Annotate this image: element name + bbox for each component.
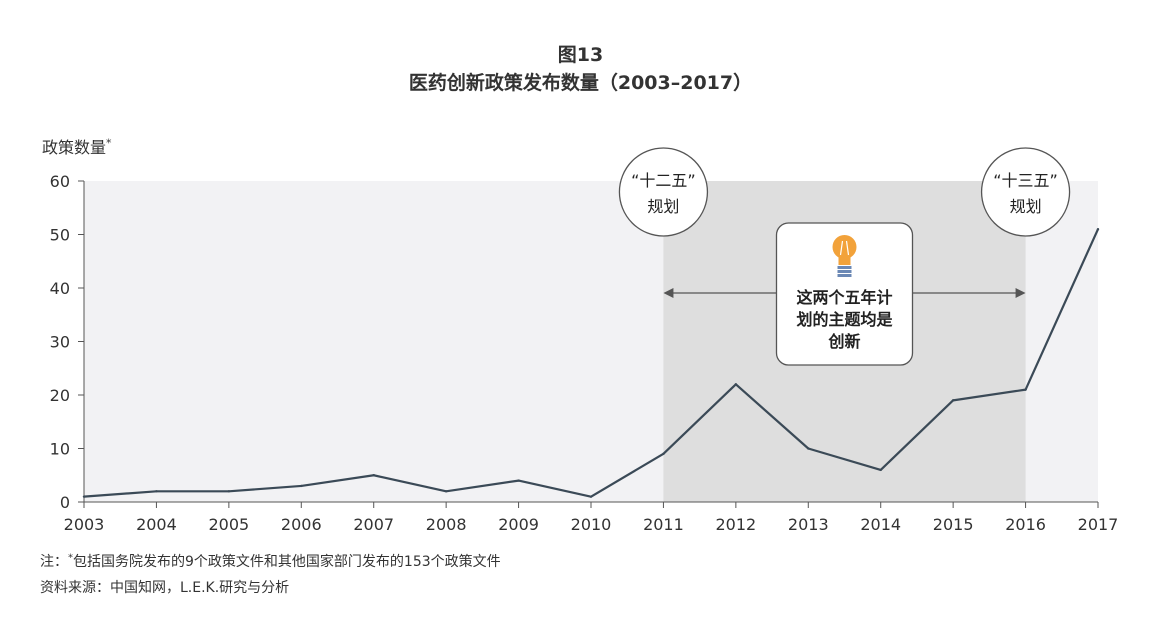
footnote: 注：*包括国务院发布的9个政策文件和其他国家部门发布的153个政策文件 — [40, 551, 501, 571]
bulb-neck — [838, 255, 851, 265]
y-tick-label: 40 — [50, 279, 70, 298]
x-tick-label: 2005 — [208, 515, 249, 534]
y-axis-label: 政策数量* — [42, 134, 112, 158]
x-tick-label: 2009 — [498, 515, 539, 534]
x-tick-label: 2006 — [281, 515, 322, 534]
footnote-prefix: 注： — [40, 554, 68, 570]
y-axis-label-mark: * — [106, 136, 112, 150]
plan-badge: “十三五” 规划 — [980, 147, 1071, 237]
plan-badge-line2: 规划 — [1010, 197, 1042, 216]
callout-line: 划的主题均是 — [796, 310, 892, 329]
data-point — [879, 468, 882, 472]
data-point — [372, 474, 375, 477]
data-point — [517, 479, 520, 482]
y-tick-label: 10 — [50, 440, 70, 459]
plan-badge-line1: “十三五” — [993, 171, 1058, 190]
x-tick-label: 2011 — [643, 515, 684, 534]
callout-line: 创新 — [827, 332, 860, 351]
x-tick-label: 2003 — [64, 515, 105, 534]
bulb-base-ring — [837, 274, 852, 277]
data-point — [444, 490, 448, 493]
bulb-base-ring — [837, 266, 852, 269]
source-note: 资料来源：中国知网，L.E.K.研究与分析 — [40, 580, 290, 596]
arrow-head-right — [1015, 288, 1026, 298]
x-tick-label: 2014 — [860, 515, 901, 534]
lightbulb-icon — [832, 235, 857, 277]
y-axis-label-text: 政策数量 — [42, 138, 107, 157]
data-point — [1024, 388, 1027, 391]
plan-badge-circle — [618, 147, 709, 237]
data-point — [734, 383, 738, 386]
data-point — [1096, 227, 1100, 231]
callout-frame — [775, 222, 914, 366]
data-point — [82, 495, 86, 498]
bulb-base-ring — [837, 270, 852, 273]
background-bands — [84, 181, 1098, 502]
plan-badge: “十二五” 规划 — [618, 147, 709, 237]
y-tick-label: 50 — [50, 226, 70, 245]
x-axis: 2003 2004 2005 2006 2007 2008 2009 2010 2011 2012… — [64, 501, 1119, 534]
bulb-filament — [839, 240, 850, 256]
callout-line: 这两个五年计 — [796, 288, 892, 307]
y-tick-label: 0 — [60, 493, 70, 512]
footnote-mark: * — [68, 552, 73, 564]
figure-title: 医药创新政策发布数量（2003–2017） — [408, 72, 753, 94]
data-point — [662, 452, 665, 456]
plan-badge-line1: “十二五” — [631, 171, 696, 190]
plan-badges: “十二五” 规划 “十三五” 规划 — [618, 147, 1071, 237]
data-point — [951, 399, 955, 402]
x-tick-label: 2017 — [1078, 515, 1119, 534]
y-axis: 0 10 20 30 40 50 60 — [50, 172, 85, 512]
bulb-globe — [832, 235, 857, 259]
x-tick-label: 2013 — [788, 515, 829, 534]
y-tick-label: 60 — [50, 172, 70, 191]
x-tick-label: 2004 — [136, 515, 177, 534]
data-point — [300, 484, 303, 488]
data-point — [227, 490, 231, 493]
series-layer — [82, 227, 1100, 498]
plan-badge-line2: 规划 — [647, 197, 679, 216]
y-tick-label: 30 — [50, 333, 70, 352]
x-tick-label: 2015 — [933, 515, 974, 534]
data-point — [807, 447, 810, 450]
x-tick-label: 2008 — [426, 515, 467, 534]
y-tick-label: 20 — [50, 386, 70, 405]
plan-badge-circle — [980, 147, 1071, 237]
footnote-text: 包括国务院发布的9个政策文件和其他国家部门发布的153个政策文件 — [73, 554, 501, 570]
x-tick-label: 2007 — [353, 515, 394, 534]
data-point — [589, 495, 593, 498]
x-tick-label: 2010 — [571, 515, 612, 534]
figure-number: 图13 — [557, 44, 604, 66]
x-tick-label: 2016 — [1005, 515, 1046, 534]
x-tick-label: 2012 — [715, 515, 756, 534]
arrow-head-left — [663, 288, 674, 298]
data-point — [155, 490, 158, 493]
